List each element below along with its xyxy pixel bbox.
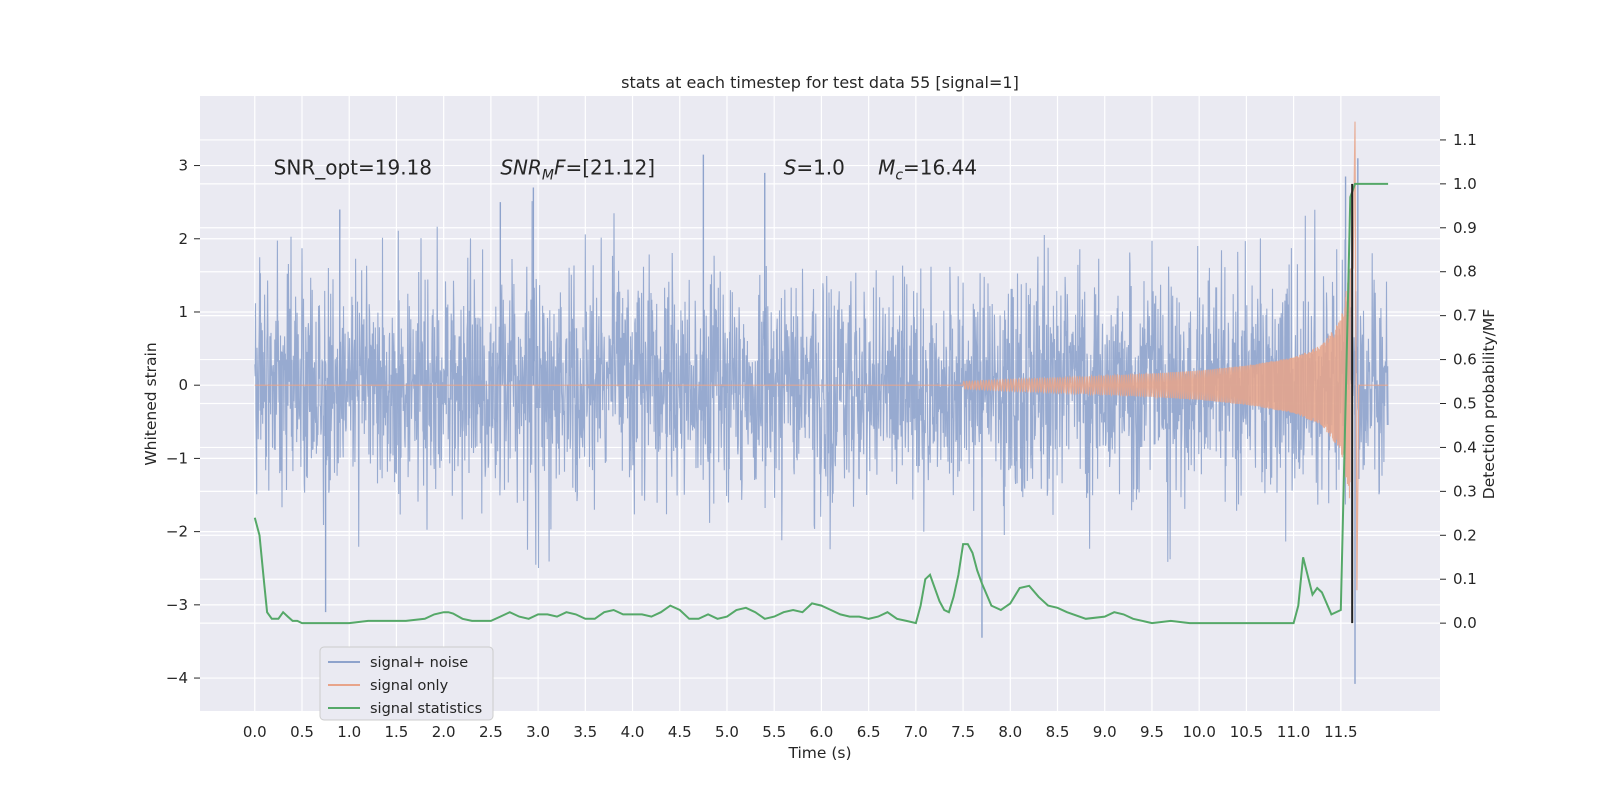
annotation: Mc=16.44 xyxy=(878,155,977,183)
legend: signal+ noise signal only signal statist… xyxy=(319,646,494,721)
legend-box xyxy=(319,646,494,721)
annotation: S=1.0 xyxy=(784,155,845,179)
x-tick-label: 1.0 xyxy=(337,723,361,741)
x-tick-label: 1.5 xyxy=(385,723,409,741)
legend-label-signal: signal only xyxy=(370,678,449,694)
y2-tick-label: 0.4 xyxy=(1453,438,1477,456)
annotation-part: SNR xyxy=(500,155,542,179)
y-tick-label: 2 xyxy=(178,230,188,248)
y2-tick-label: 0.6 xyxy=(1453,351,1477,369)
x-axis-ticks: 0.0 0.5 1.0 1.5 2.0 2.5 3.0 3.5 4.0 4.5 5.0 5.5 6.0 6… xyxy=(243,723,1358,741)
x-tick-label: 10.0 xyxy=(1182,723,1215,741)
legend-label-stat: signal statistics xyxy=(370,701,482,717)
chart-title: stats at each timestep for test data 55 … xyxy=(621,73,1019,92)
annotation-part: c xyxy=(895,167,903,183)
y-tick-label: −2 xyxy=(166,523,188,541)
y-tick-label: −3 xyxy=(166,596,188,614)
y2-tick-label: 0.2 xyxy=(1453,526,1477,544)
y-axis-label: Whitened strain xyxy=(142,342,160,465)
annotation: SNR_opt=19.18 xyxy=(274,155,432,179)
y2-tick-label: 0.1 xyxy=(1453,570,1477,588)
x-tick-label: 4.5 xyxy=(668,723,692,741)
annotation-part: =[21.12] xyxy=(565,155,655,179)
y2-tick-label: 1.0 xyxy=(1453,175,1477,193)
annotations: SNR_opt=19.18 SNRMF=[21.12] S=1.0 Mc=16.44 xyxy=(274,155,977,183)
y-tick-label: −1 xyxy=(166,449,188,467)
x-tick-label: 11.5 xyxy=(1324,723,1357,741)
annotation-part: F xyxy=(554,155,566,179)
x-tick-label: 3.5 xyxy=(573,723,597,741)
y-axis-ticks: −4 −3 −2 −1 0 1 2 3 xyxy=(166,157,200,687)
y2-axis-label: Detection probability/MF xyxy=(1480,309,1498,500)
y2-tick-label: 0.7 xyxy=(1453,307,1477,325)
y-tick-label: 3 xyxy=(178,157,188,175)
annotation-part: S xyxy=(784,155,797,179)
x-tick-label: 11.0 xyxy=(1277,723,1310,741)
signal-trace xyxy=(254,121,1389,591)
y2-tick-label: 0.0 xyxy=(1453,614,1477,632)
series-signal-statistics xyxy=(253,182,1389,625)
y2-tick-label: 0.5 xyxy=(1453,395,1477,413)
x-tick-label: 10.5 xyxy=(1230,723,1263,741)
legend-label-noise: signal+ noise xyxy=(370,655,468,671)
annotation-part: F=[21.12] xyxy=(554,155,655,179)
x-tick-label: 6.5 xyxy=(857,723,881,741)
annotation-part: =1.0 xyxy=(796,155,845,179)
y-tick-label: 0 xyxy=(178,376,188,394)
y2-tick-label: 1.1 xyxy=(1453,131,1477,149)
x-tick-label: 9.0 xyxy=(1093,723,1117,741)
x-tick-label: 6.0 xyxy=(809,723,833,741)
x-axis-label: Time (s) xyxy=(787,744,851,762)
annotation-part: M xyxy=(878,155,895,179)
x-tick-label: 2.0 xyxy=(432,723,456,741)
x-tick-label: 3.0 xyxy=(526,723,550,741)
x-tick-label: 4.0 xyxy=(621,723,645,741)
x-tick-label: 2.5 xyxy=(479,723,503,741)
x-tick-label: 5.0 xyxy=(715,723,739,741)
x-tick-label: 8.5 xyxy=(1046,723,1070,741)
y2-tick-label: 0.9 xyxy=(1453,219,1477,237)
x-tick-label: 5.5 xyxy=(762,723,786,741)
y-tick-label: 1 xyxy=(178,303,188,321)
x-tick-label: 0.0 xyxy=(243,723,267,741)
x-tick-label: 7.0 xyxy=(904,723,928,741)
annotation: SNRMF=[21.12] xyxy=(500,155,655,183)
y2-tick-label: 0.3 xyxy=(1453,482,1477,500)
x-tick-label: 9.5 xyxy=(1140,723,1164,741)
y-tick-label: −4 xyxy=(166,669,188,687)
annotation-part: M xyxy=(542,167,554,183)
series-signal-only xyxy=(254,121,1389,591)
x-tick-label: 7.5 xyxy=(951,723,975,741)
y2-tick-label: 0.8 xyxy=(1453,263,1477,281)
x-tick-label: 0.5 xyxy=(290,723,314,741)
x-tick-label: 8.0 xyxy=(998,723,1022,741)
stat-trace xyxy=(253,182,1389,625)
y2-axis-ticks: 0.0 0.1 0.2 0.3 0.4 0.5 0.6 0.7 0.8 0.9 1.0 1.1 xyxy=(1440,131,1477,632)
annotation-part: =16.44 xyxy=(903,155,977,179)
